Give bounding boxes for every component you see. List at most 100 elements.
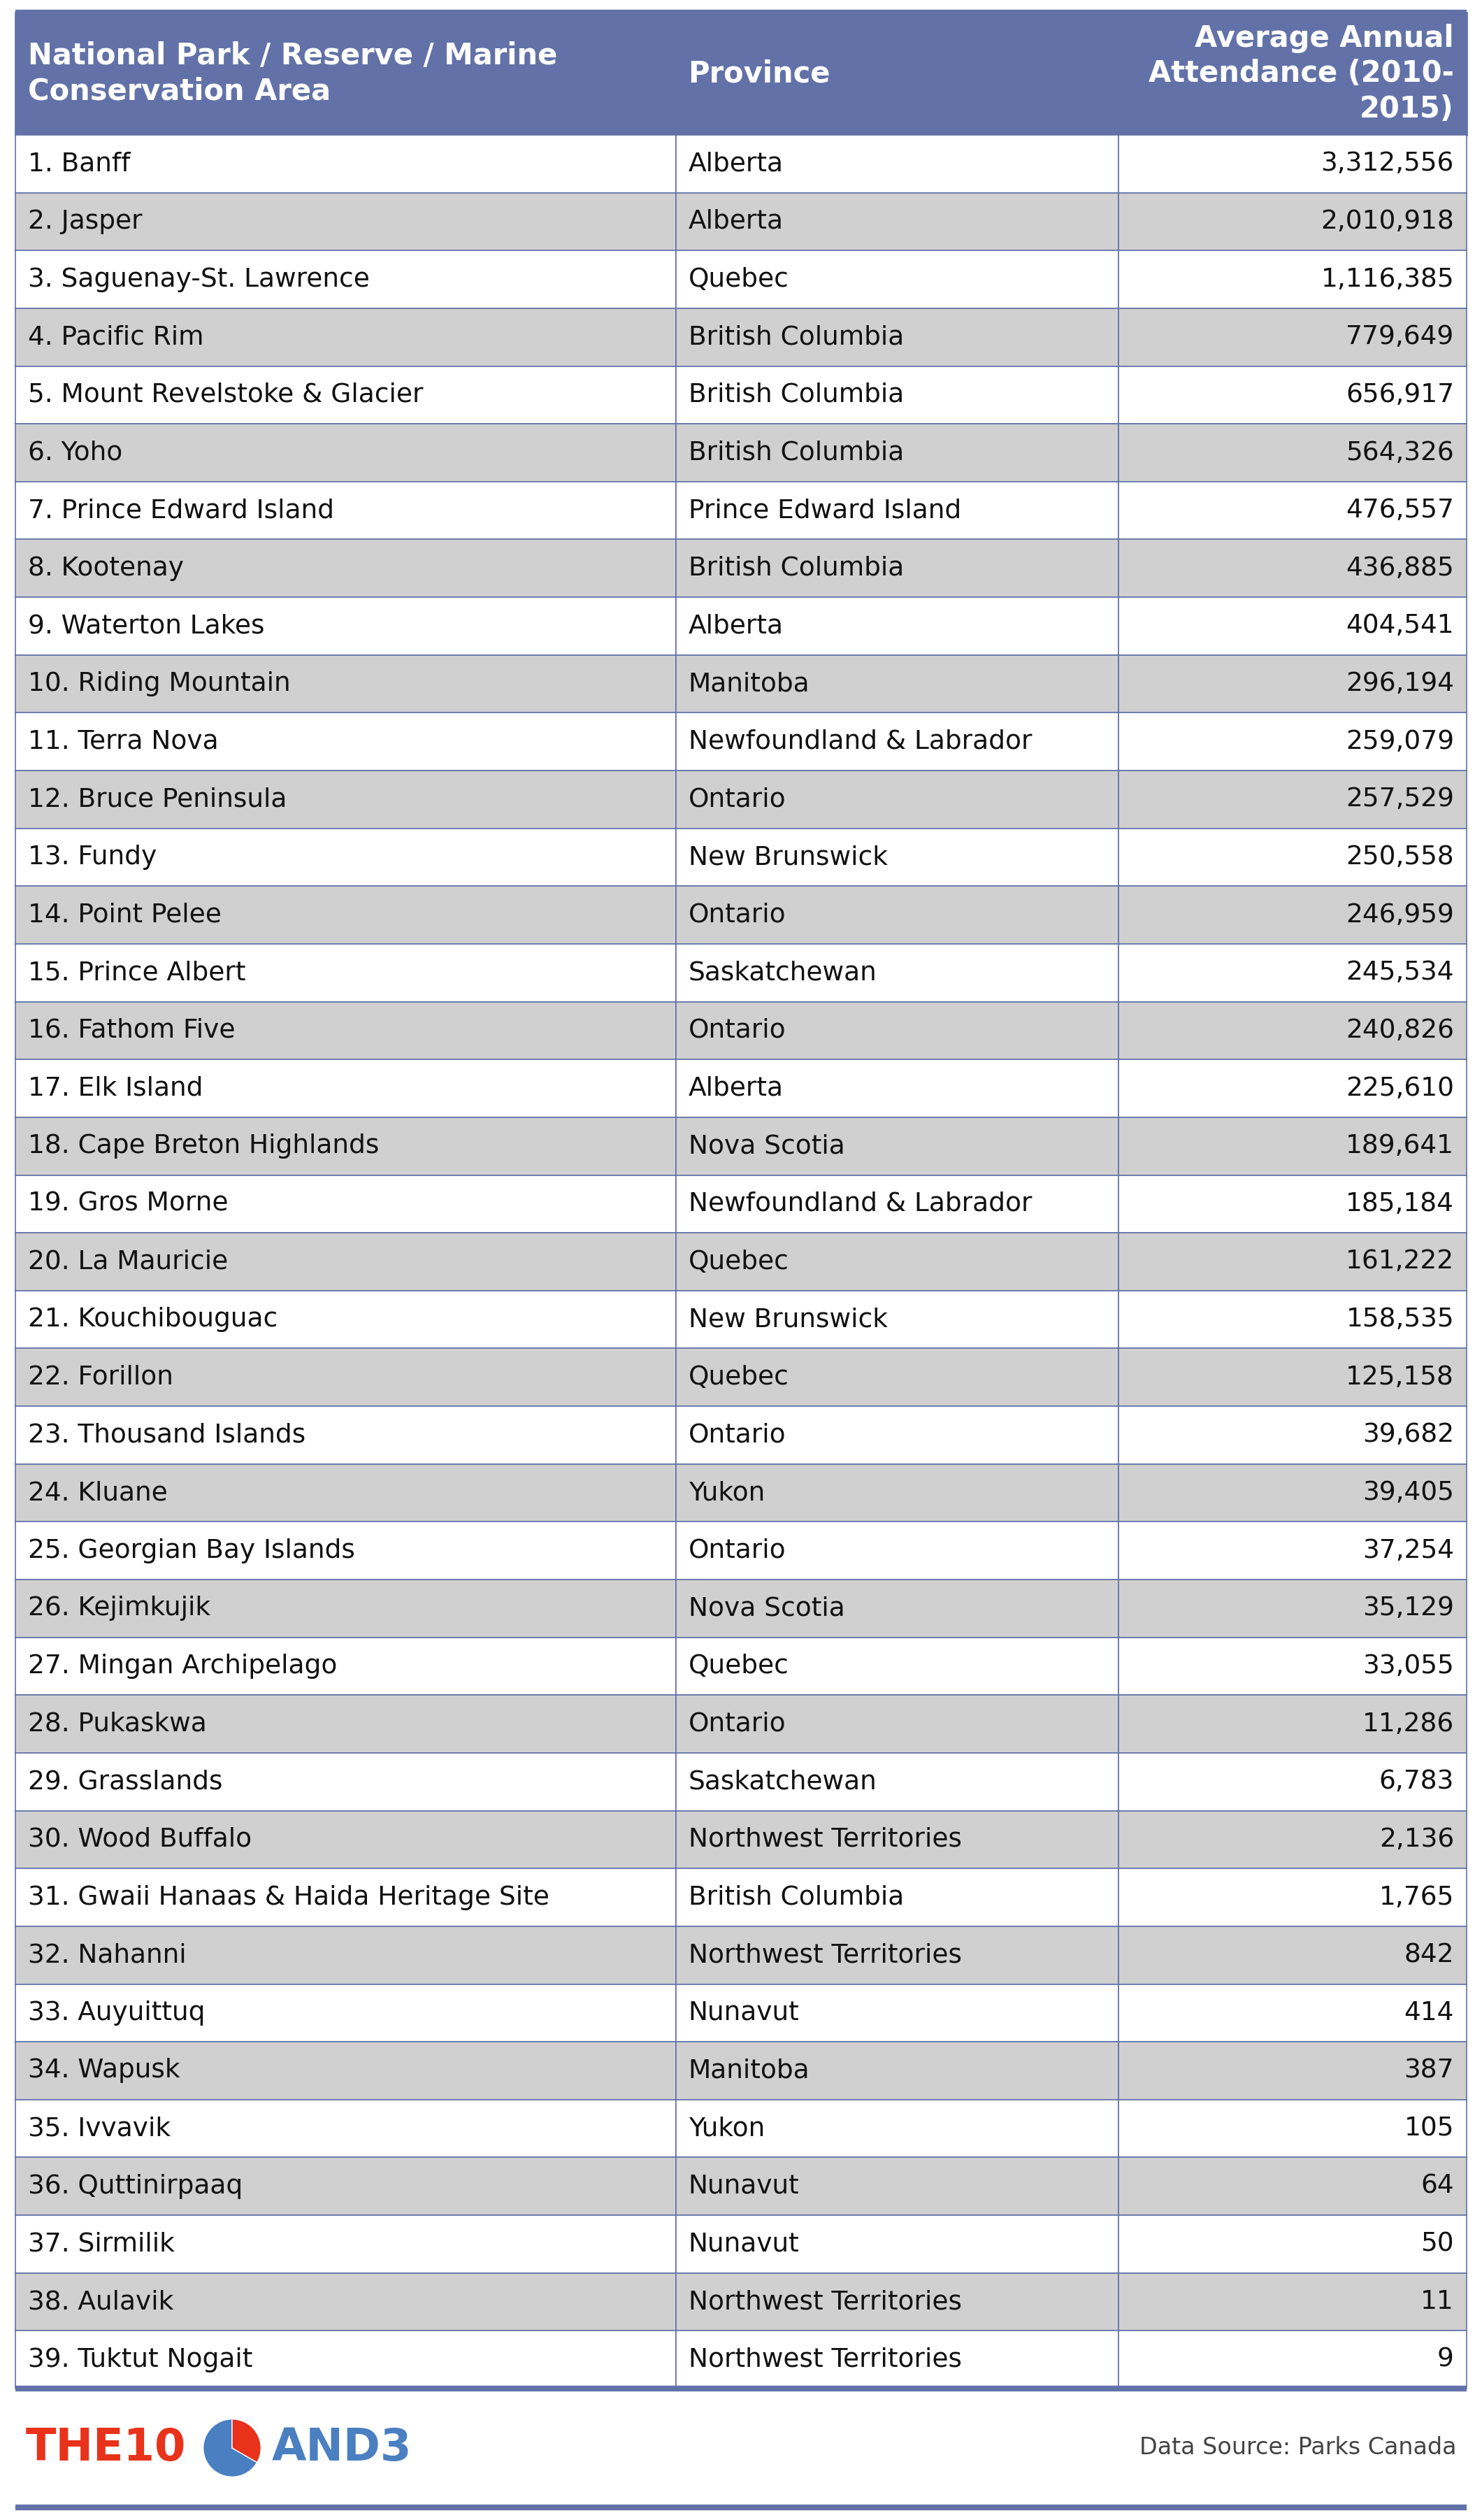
Bar — [1119, 2215, 1467, 2273]
Bar — [676, 1116, 1119, 1174]
Text: 27. Mingan Archipelago: 27. Mingan Archipelago — [28, 1653, 338, 1678]
Text: 125,158: 125,158 — [1346, 1366, 1454, 1391]
Text: 24. Kluane: 24. Kluane — [28, 1479, 167, 1504]
Bar — [1119, 1232, 1467, 1290]
Text: 105: 105 — [1403, 2117, 1454, 2142]
Text: 296,194: 296,194 — [1346, 670, 1454, 696]
Text: Saskatchewan: Saskatchewan — [688, 1769, 877, 1794]
Text: British Columbia: British Columbia — [688, 383, 904, 408]
Bar — [15, 1580, 676, 1638]
Text: 28. Pukaskwa: 28. Pukaskwa — [28, 1711, 207, 1736]
Bar — [1119, 2157, 1467, 2215]
Bar — [15, 655, 676, 713]
Bar — [1119, 2099, 1467, 2157]
Text: 158,535: 158,535 — [1346, 1308, 1454, 1333]
Text: 16. Fathom Five: 16. Fathom Five — [28, 1018, 236, 1043]
Text: 564,326: 564,326 — [1346, 441, 1454, 466]
Text: 225,610: 225,610 — [1346, 1076, 1454, 1101]
Bar — [15, 1464, 676, 1522]
Text: THE10: THE10 — [25, 2427, 187, 2470]
Text: 387: 387 — [1403, 2059, 1454, 2084]
Text: Nova Scotia: Nova Scotia — [688, 1134, 845, 1159]
Bar — [676, 2273, 1119, 2331]
Bar — [676, 1522, 1119, 1580]
Bar — [676, 1638, 1119, 1696]
Bar — [1119, 1580, 1467, 1638]
Text: 39,682: 39,682 — [1362, 1421, 1454, 1446]
Bar — [15, 481, 676, 539]
Text: 3,312,556: 3,312,556 — [1320, 151, 1454, 176]
Bar — [15, 1983, 676, 2041]
Text: 7. Prince Edward Island: 7. Prince Edward Island — [28, 499, 333, 524]
Wedge shape — [203, 2419, 258, 2477]
Text: Ontario: Ontario — [688, 786, 785, 811]
Bar — [676, 1290, 1119, 1348]
Bar — [676, 1754, 1119, 1812]
Bar — [1119, 655, 1467, 713]
Text: British Columbia: British Columbia — [688, 325, 904, 350]
Bar — [676, 1580, 1119, 1638]
Bar — [15, 2157, 676, 2215]
Text: Northwest Territories: Northwest Territories — [688, 1943, 962, 1968]
Text: 240,826: 240,826 — [1346, 1018, 1454, 1043]
Bar — [1119, 1406, 1467, 1464]
Text: Ontario: Ontario — [688, 1018, 785, 1043]
Text: 11. Terra Nova: 11. Terra Nova — [28, 728, 218, 753]
Bar — [676, 1232, 1119, 1290]
Text: 6. Yoho: 6. Yoho — [28, 441, 123, 466]
Text: 64: 64 — [1421, 2175, 1454, 2200]
Text: 250,558: 250,558 — [1346, 844, 1454, 869]
Text: 15. Prince Albert: 15. Prince Albert — [28, 960, 246, 985]
Text: New Brunswick: New Brunswick — [688, 1308, 888, 1333]
Text: Northwest Territories: Northwest Territories — [688, 2288, 962, 2313]
Bar — [15, 1638, 676, 1696]
Bar — [676, 887, 1119, 945]
Text: AND3: AND3 — [271, 2427, 412, 2470]
Bar — [1119, 1464, 1467, 1522]
Bar — [676, 423, 1119, 481]
Text: Ontario: Ontario — [688, 1537, 785, 1562]
Text: 30. Wood Buffalo: 30. Wood Buffalo — [28, 1827, 252, 1852]
Bar — [676, 597, 1119, 655]
Bar — [1119, 1925, 1467, 1983]
Text: 656,917: 656,917 — [1346, 383, 1454, 408]
Bar — [676, 192, 1119, 249]
Bar — [15, 1754, 676, 1812]
Text: 37. Sirmilik: 37. Sirmilik — [28, 2233, 175, 2258]
Bar — [15, 423, 676, 481]
Bar — [676, 1058, 1119, 1116]
Bar — [15, 945, 676, 1003]
Bar — [1119, 2273, 1467, 2331]
Text: Saskatchewan: Saskatchewan — [688, 960, 877, 985]
Bar — [1119, 1522, 1467, 1580]
Text: Ontario: Ontario — [688, 1421, 785, 1446]
Bar — [676, 2157, 1119, 2215]
Bar — [676, 771, 1119, 829]
Bar — [1119, 771, 1467, 829]
Text: Nunavut: Nunavut — [688, 2001, 799, 2026]
Bar — [1119, 1174, 1467, 1232]
Text: 33. Auyuittuq: 33. Auyuittuq — [28, 2001, 205, 2026]
Text: 17. Elk Island: 17. Elk Island — [28, 1076, 203, 1101]
Bar — [1119, 887, 1467, 945]
Bar — [676, 655, 1119, 713]
Bar — [15, 365, 676, 423]
Bar — [1119, 1867, 1467, 1925]
Text: 414: 414 — [1403, 2001, 1454, 2026]
Text: 33,055: 33,055 — [1362, 1653, 1454, 1678]
Text: Alberta: Alberta — [688, 1076, 784, 1101]
Bar — [15, 136, 676, 192]
Text: 39. Tuktut Nogait: 39. Tuktut Nogait — [28, 2346, 252, 2371]
Text: Quebec: Quebec — [688, 267, 788, 292]
Bar — [15, 887, 676, 945]
Text: Yukon: Yukon — [688, 1479, 765, 1504]
Text: Prince Edward Island: Prince Edward Island — [688, 499, 962, 524]
Text: 50: 50 — [1421, 2233, 1454, 2258]
Text: Data Source: Parks Canada: Data Source: Parks Canada — [1140, 2437, 1457, 2460]
Text: 189,641: 189,641 — [1346, 1134, 1454, 1159]
Bar — [676, 136, 1119, 192]
Bar — [676, 365, 1119, 423]
Text: 19. Gros Morne: 19. Gros Morne — [28, 1192, 228, 1217]
Bar — [1119, 1116, 1467, 1174]
Bar — [1119, 13, 1467, 136]
